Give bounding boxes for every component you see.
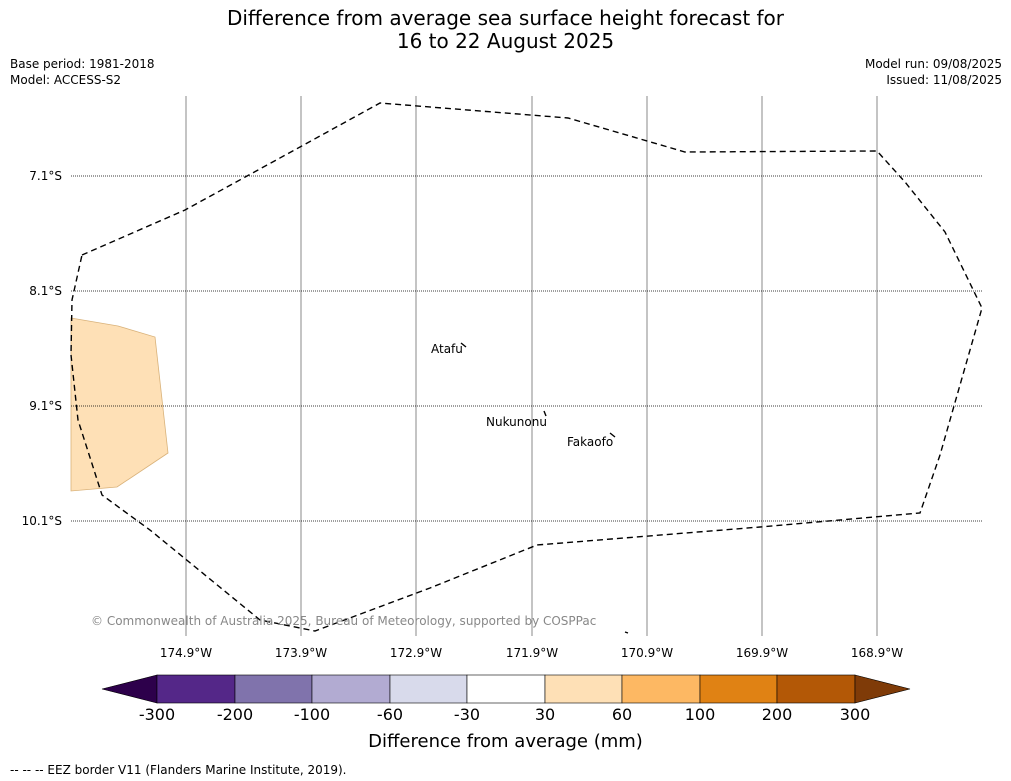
eez-border	[70, 102, 983, 632]
lat-label-2: 8.1°S	[29, 284, 62, 298]
base-period-text: Base period: 1981-2018	[10, 57, 155, 71]
colorbar-tick: 200	[761, 705, 793, 724]
anomaly-patch	[70, 317, 169, 492]
colorbar-tick: 300	[839, 705, 871, 724]
model-text: Model: ACCESS-S2	[10, 73, 122, 87]
colorbar-tick: -30	[453, 705, 481, 724]
colorbar-tick: -200	[216, 705, 254, 724]
place-label-fakaofo: Fakaofo	[567, 435, 614, 449]
place-label-nukunonu: Nukunonu	[486, 415, 547, 429]
lat-label-3: 9.1°S	[29, 399, 62, 413]
issued-text: Issued: 11/08/2025	[886, 73, 1002, 87]
lon-label-7: 168.9°W	[850, 646, 904, 660]
colorbar-tick: 60	[611, 705, 633, 724]
lon-label-5: 170.9°W	[620, 646, 674, 660]
longitude-gridlines	[185, 96, 878, 636]
model-run-text: Model run: 09/08/2025	[864, 57, 1002, 71]
lon-label-3: 172.9°W	[389, 646, 443, 660]
lon-label-2: 173.9°W	[274, 646, 328, 660]
colorbar-tick: -300	[138, 705, 176, 724]
lon-label-4: 171.9°W	[505, 646, 559, 660]
map-title-line2: 16 to 22 August 2025	[396, 29, 615, 53]
colorbar-tick: 100	[684, 705, 716, 724]
colorbar-tick: -60	[376, 705, 404, 724]
lat-label-4: 10.1°S	[21, 514, 62, 528]
colorbar-tick: 30	[534, 705, 556, 724]
place-label-atafu: Atafu	[431, 342, 463, 356]
lon-label-1: 174.9°W	[159, 646, 213, 660]
lon-label-6: 169.9°W	[735, 646, 789, 660]
colorbar	[101, 674, 911, 704]
latitude-gridlines	[71, 175, 982, 522]
colorbar-title: Difference from average (mm)	[368, 731, 643, 752]
lat-label-1: 7.1°S	[29, 169, 62, 183]
colorbar-tick: -100	[293, 705, 331, 724]
copyright-text: © Commonwealth of Australia 2025, Bureau…	[91, 614, 597, 628]
eez-footnote: -- -- -- EEZ border V11 (Flanders Marine…	[10, 763, 347, 777]
map-title-line1: Difference from average sea surface heig…	[226, 6, 785, 30]
island-marks	[460, 342, 629, 634]
